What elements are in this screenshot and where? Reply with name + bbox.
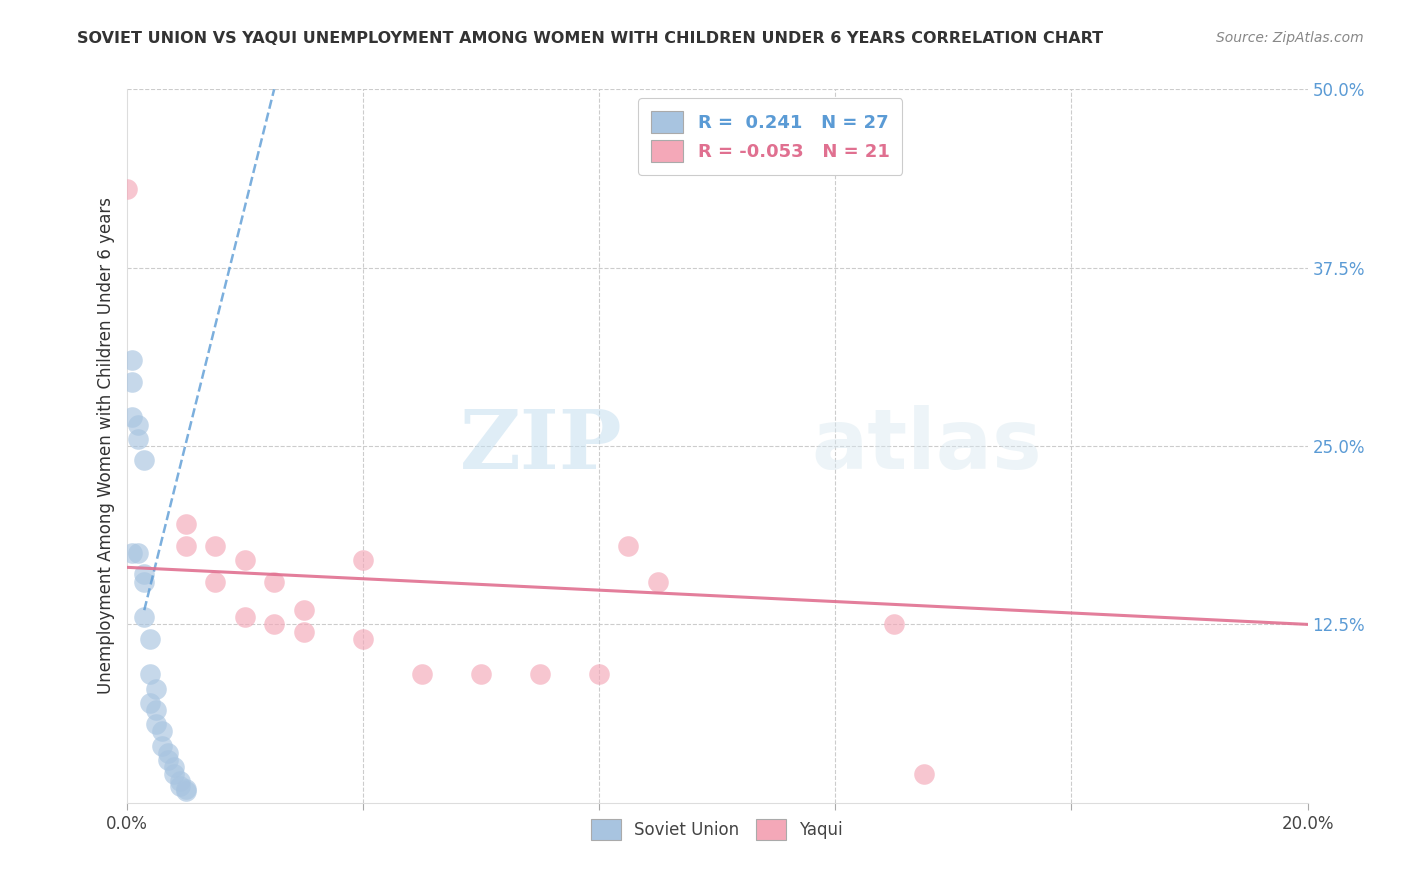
Point (204, 539, 226, 553)
Point (174, 784, 197, 798)
Point (156, 753, 179, 767)
Legend: Soviet Union, Yaqui: Soviet Union, Yaqui (582, 811, 852, 848)
Point (150, 724, 173, 739)
Point (134, 453, 156, 467)
Point (121, 410, 143, 425)
Point (121, 375, 143, 389)
Point (127, 417, 149, 432)
Text: Source: ZipAtlas.com: Source: ZipAtlas.com (1216, 31, 1364, 45)
Point (912, 767, 935, 781)
Point (233, 610, 256, 624)
Point (174, 781, 197, 796)
Point (115, 182, 138, 196)
Point (204, 574, 226, 589)
Point (169, 774, 191, 789)
Point (263, 574, 285, 589)
Point (150, 739, 173, 753)
Point (617, 539, 640, 553)
Point (134, 574, 156, 589)
Point (263, 617, 285, 632)
Point (127, 546, 149, 560)
Point (174, 539, 197, 553)
Text: ZIP: ZIP (460, 406, 623, 486)
Point (139, 632, 162, 646)
Point (156, 746, 179, 760)
Point (145, 681, 167, 696)
Point (233, 553, 256, 567)
Point (139, 696, 162, 710)
Point (883, 617, 905, 632)
Point (292, 603, 315, 617)
Text: SOVIET UNION VS YAQUI UNEMPLOYMENT AMONG WOMEN WITH CHILDREN UNDER 6 YEARS CORRE: SOVIET UNION VS YAQUI UNEMPLOYMENT AMONG… (77, 31, 1104, 46)
Point (588, 667, 610, 681)
Point (145, 717, 167, 731)
Point (174, 517, 197, 532)
Point (292, 624, 315, 639)
Point (121, 353, 143, 368)
Point (352, 632, 374, 646)
Y-axis label: Unemployment Among Women with Children Under 6 years: Unemployment Among Women with Children U… (97, 197, 115, 695)
Point (411, 667, 433, 681)
Point (529, 667, 551, 681)
Point (163, 760, 186, 774)
Point (647, 574, 669, 589)
Point (169, 779, 191, 793)
Text: atlas: atlas (811, 406, 1042, 486)
Point (139, 667, 162, 681)
Point (134, 567, 156, 582)
Point (127, 432, 149, 446)
Point (352, 553, 374, 567)
Point (470, 667, 492, 681)
Point (145, 703, 167, 717)
Point (163, 767, 186, 781)
Point (134, 610, 156, 624)
Point (121, 546, 143, 560)
